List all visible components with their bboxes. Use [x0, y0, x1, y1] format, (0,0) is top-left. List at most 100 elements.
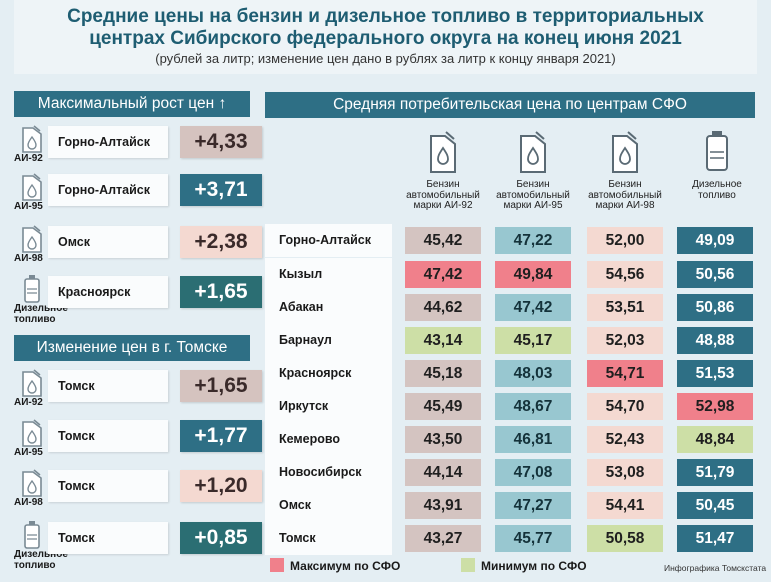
fuel-label: АИ-95 — [14, 201, 43, 212]
table-row: Омск 43,91 47,27 54,41 50,45 — [265, 489, 755, 522]
tomsk-change-row: Дизельное топливо Томск +0,85 — [14, 518, 262, 571]
growth-value: +1,65 — [180, 276, 262, 308]
city-label: Барнаул — [265, 324, 392, 357]
price-diesel: 51,79 — [677, 459, 753, 486]
canister-icon — [22, 469, 42, 497]
price-ai92: 45,42 — [405, 227, 481, 254]
city-label: Томск — [48, 370, 168, 402]
max-growth-row: АИ-98 Омск +2,38 — [14, 222, 262, 266]
canister-icon — [520, 131, 546, 173]
city-label: Горно-Алтайск — [48, 174, 168, 206]
price-ai95: 46,81 — [495, 426, 571, 453]
city-label: Кемерово — [265, 423, 392, 456]
table-row: Красноярск 45,18 48,03 54,71 51,53 — [265, 357, 755, 390]
tomsk-change-row: АИ-98 Томск +1,20 — [14, 466, 262, 510]
change-value: +1,20 — [180, 470, 262, 502]
max-growth-title: Максимальный рост цен ↑ — [14, 91, 250, 117]
city-label: Горно-Алтайск — [48, 126, 168, 158]
fuel-label: Дизельное топливо — [14, 549, 68, 571]
price-ai95: 49,84 — [495, 261, 571, 288]
diesel-canister-icon — [706, 131, 728, 171]
city-label: Омск — [265, 489, 392, 522]
credit: Инфографика Томскстата — [664, 563, 767, 573]
diesel-canister-icon — [24, 521, 40, 549]
canister-icon — [430, 131, 456, 173]
column-header-ai95: Бензин автомобильный марки АИ-95 — [488, 128, 578, 212]
title-line-1: Средние цены на бензин и дизельное топли… — [67, 6, 704, 27]
price-ai98: 52,00 — [587, 227, 663, 254]
column-header-ai92: Бензин автомобильный марки АИ-92 — [398, 128, 488, 212]
price-diesel: 51,47 — [677, 525, 753, 552]
legend-min-swatch — [461, 558, 475, 572]
column-label: Бензин автомобильный марки АИ-98 — [588, 179, 662, 211]
price-ai92: 44,62 — [405, 294, 481, 321]
city-label: Кызыл — [265, 258, 392, 291]
price-ai98: 54,41 — [587, 492, 663, 519]
max-growth-row: АИ-95 Горно-Алтайск +3,71 — [14, 170, 262, 214]
price-ai92: 43,27 — [405, 525, 481, 552]
table-row: Абакан 44,62 47,42 53,51 50,86 — [265, 291, 755, 324]
fuel-label: АИ-95 — [14, 447, 43, 458]
price-ai98: 53,08 — [587, 459, 663, 486]
price-ai95: 47,27 — [495, 492, 571, 519]
table-row: Кемерово 43,50 46,81 52,43 48,84 — [265, 423, 755, 456]
canister-icon — [22, 419, 42, 447]
subtitle: (рублей за литр; изменение цен дано в ру… — [155, 51, 616, 66]
max-growth-row: Дизельное топливо Красноярск +1,65 — [14, 272, 262, 325]
tomsk-change-row: АИ-95 Томск +1,77 — [14, 416, 262, 460]
price-diesel: 48,84 — [677, 426, 753, 453]
legend-min: Минимум по СФО — [461, 557, 587, 575]
price-ai98: 54,70 — [587, 393, 663, 420]
price-ai98: 50,58 — [587, 525, 663, 552]
change-value: +0,85 — [180, 522, 262, 554]
tomsk-change-title: Изменение цен в г. Томске — [14, 335, 250, 361]
price-ai95: 47,42 — [495, 294, 571, 321]
city-label: Горно-Алтайск — [265, 224, 392, 257]
growth-value: +4,33 — [180, 126, 262, 158]
price-ai98: 52,03 — [587, 327, 663, 354]
price-ai95: 47,08 — [495, 459, 571, 486]
legend-min-label: Минимум по СФО — [481, 559, 587, 573]
change-value: +1,77 — [180, 420, 262, 452]
price-diesel: 51,53 — [677, 360, 753, 387]
fuel-label: Дизельное топливо — [14, 303, 68, 325]
price-ai95: 47,22 — [495, 227, 571, 254]
column-header-diesel: Дизельное топливо — [672, 128, 762, 201]
table-row: Новосибирск 44,14 47,08 53,08 51,79 — [265, 456, 755, 489]
column-header-ai98: Бензин автомобильный марки АИ-98 — [580, 128, 670, 212]
city-label: Абакан — [265, 291, 392, 324]
price-ai92: 47,42 — [405, 261, 481, 288]
column-label: Дизельное топливо — [692, 179, 742, 201]
diesel-canister-icon — [24, 275, 40, 303]
price-ai92: 43,50 — [405, 426, 481, 453]
legend-max: Максимум по СФО — [270, 557, 400, 575]
price-ai95: 48,03 — [495, 360, 571, 387]
price-ai98: 53,51 — [587, 294, 663, 321]
price-diesel: 50,45 — [677, 492, 753, 519]
price-ai92: 44,14 — [405, 459, 481, 486]
title-line-2: центрах Сибирского федерального округа н… — [89, 28, 682, 49]
column-label: Бензин автомобильный марки АИ-95 — [496, 179, 570, 211]
column-label: Бензин автомобильный марки АИ-92 — [406, 179, 480, 211]
price-ai95: 45,77 — [495, 525, 571, 552]
city-label: Омск — [48, 226, 168, 258]
legend-max-swatch — [270, 558, 284, 572]
price-ai92: 45,49 — [405, 393, 481, 420]
city-label: Красноярск — [48, 276, 168, 308]
fuel-label: АИ-98 — [14, 497, 43, 508]
canister-icon — [22, 225, 42, 253]
fuel-label: АИ-92 — [14, 397, 43, 408]
header: Средние цены на бензин и дизельное топли… — [14, 0, 757, 74]
price-diesel: 50,56 — [677, 261, 753, 288]
table-title: Средняя потребительская цена по центрам … — [265, 92, 755, 118]
growth-value: +3,71 — [180, 174, 262, 206]
price-diesel: 48,88 — [677, 327, 753, 354]
price-diesel: 49,09 — [677, 227, 753, 254]
price-ai95: 45,17 — [495, 327, 571, 354]
table-row: Иркутск 45,49 48,67 54,70 52,98 — [265, 390, 755, 423]
city-label: Томск — [265, 522, 392, 555]
price-diesel: 50,86 — [677, 294, 753, 321]
canister-icon — [22, 369, 42, 397]
canister-icon — [22, 173, 42, 201]
canister-icon — [612, 131, 638, 173]
